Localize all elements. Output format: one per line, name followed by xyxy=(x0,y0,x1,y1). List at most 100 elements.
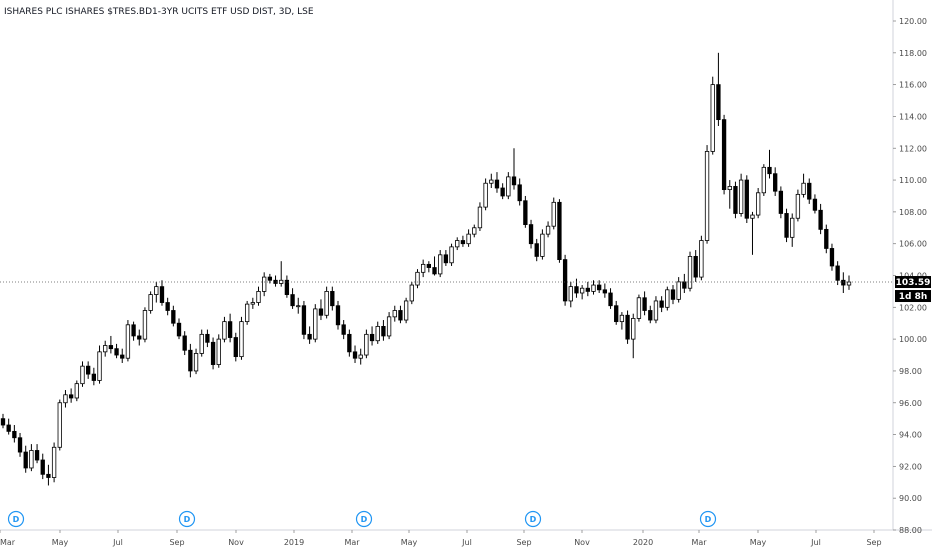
candle xyxy=(829,243,835,271)
candle-body-down xyxy=(494,179,500,189)
candle-body-up xyxy=(97,351,102,381)
dividend-label: D xyxy=(13,515,20,524)
candle xyxy=(733,181,738,219)
candle xyxy=(103,340,108,357)
candle xyxy=(290,288,295,309)
candle-body-down xyxy=(330,291,335,307)
candle-body-up xyxy=(313,308,318,340)
candle xyxy=(0,413,6,429)
dividend-marker[interactable]: D xyxy=(355,510,373,528)
candle xyxy=(301,300,307,340)
dividend-marker[interactable]: D xyxy=(7,510,25,528)
candle xyxy=(534,238,539,262)
dividend-circle xyxy=(699,510,717,528)
candle xyxy=(296,297,301,314)
candle xyxy=(199,329,204,357)
candle xyxy=(114,343,119,359)
candle-body-down xyxy=(511,176,517,186)
candle xyxy=(466,229,471,247)
candle-body-down xyxy=(716,84,721,121)
candle-body-up xyxy=(29,450,34,469)
candle-body-down xyxy=(574,286,579,294)
candle xyxy=(381,320,386,341)
candle-body-down xyxy=(369,333,375,342)
candle xyxy=(585,281,590,297)
candle xyxy=(568,281,573,308)
dividend-marker[interactable]: D xyxy=(699,510,717,528)
candle-body-down xyxy=(614,305,619,323)
candle-body-up xyxy=(392,310,397,318)
candle-body-up xyxy=(755,192,761,216)
time-axis[interactable]: Mar May Jul Sep Nov 2019 Mar May Jul Sep Nov 2020 Ma… xyxy=(0,530,882,547)
candle-body-down xyxy=(46,473,51,478)
candle xyxy=(165,297,170,316)
candle-body-up xyxy=(619,314,625,323)
candle xyxy=(517,178,522,206)
candle xyxy=(216,334,221,368)
candle-body-down xyxy=(682,281,687,289)
y-tick-label: 108.00 xyxy=(899,208,927,217)
candle-body-down xyxy=(659,300,664,308)
candle xyxy=(335,300,341,330)
candle-body-down xyxy=(778,190,784,214)
candle-body-up xyxy=(846,281,852,286)
candle-body-up xyxy=(57,402,62,448)
dividend-circle xyxy=(524,510,542,528)
candle xyxy=(86,361,91,379)
y-tick-label: 104.00 xyxy=(899,272,927,281)
candle-body-down xyxy=(17,437,23,453)
candle xyxy=(812,194,818,214)
price-axis[interactable]: 120.00 118.00 116.00 114.00 112.00 110.00 108.… xyxy=(893,17,927,535)
candle-body-up xyxy=(631,318,636,340)
candle-body-down xyxy=(284,279,290,295)
candle-body-down xyxy=(205,333,210,343)
candle xyxy=(29,444,34,472)
candle-body-down xyxy=(267,276,273,281)
candle-body-down xyxy=(381,325,386,337)
candle-body-down xyxy=(68,394,74,399)
candle xyxy=(233,332,238,362)
last-price-tag: 103.59 xyxy=(895,276,931,289)
countdown-label: 1d 8h xyxy=(899,292,928,302)
candle-body-up xyxy=(148,294,153,311)
candle xyxy=(193,348,199,375)
candle-body-up xyxy=(477,206,483,229)
candle-body-up xyxy=(795,193,801,219)
countdown-tag: 1d 8h xyxy=(895,290,931,303)
candle-body-up xyxy=(421,263,426,273)
candle xyxy=(313,304,318,343)
candle xyxy=(244,300,250,325)
candle xyxy=(761,164,766,196)
candle-body-down xyxy=(443,254,449,264)
dividend-circle xyxy=(178,510,196,528)
x-tick-label: Sep xyxy=(169,538,184,547)
candle xyxy=(562,254,568,306)
dividend-marker[interactable]: D xyxy=(524,510,542,528)
x-tick-label: 2020 xyxy=(633,538,653,547)
y-tick-label: 98.00 xyxy=(899,367,922,376)
candle xyxy=(352,345,358,363)
candle-body-down xyxy=(557,201,562,260)
dividend-marker[interactable]: D xyxy=(178,510,196,528)
candle xyxy=(307,326,312,344)
candle xyxy=(46,464,51,486)
candle-body-up xyxy=(125,324,131,359)
dividend-circle xyxy=(355,510,373,528)
candle-body-up xyxy=(710,84,715,152)
dividend-label: D xyxy=(184,515,191,524)
candle xyxy=(511,148,517,190)
candle-body-up xyxy=(687,256,693,289)
candle-body-down xyxy=(352,351,358,359)
candle xyxy=(426,261,431,273)
candle xyxy=(188,343,193,378)
y-tick-label: 90.00 xyxy=(899,494,922,503)
candle xyxy=(415,269,420,289)
dividend-circle xyxy=(7,510,25,528)
candle-body-down xyxy=(812,198,818,211)
candle-body-down xyxy=(824,228,829,249)
candle xyxy=(403,297,409,324)
candle xyxy=(477,202,483,231)
candle xyxy=(432,256,437,276)
